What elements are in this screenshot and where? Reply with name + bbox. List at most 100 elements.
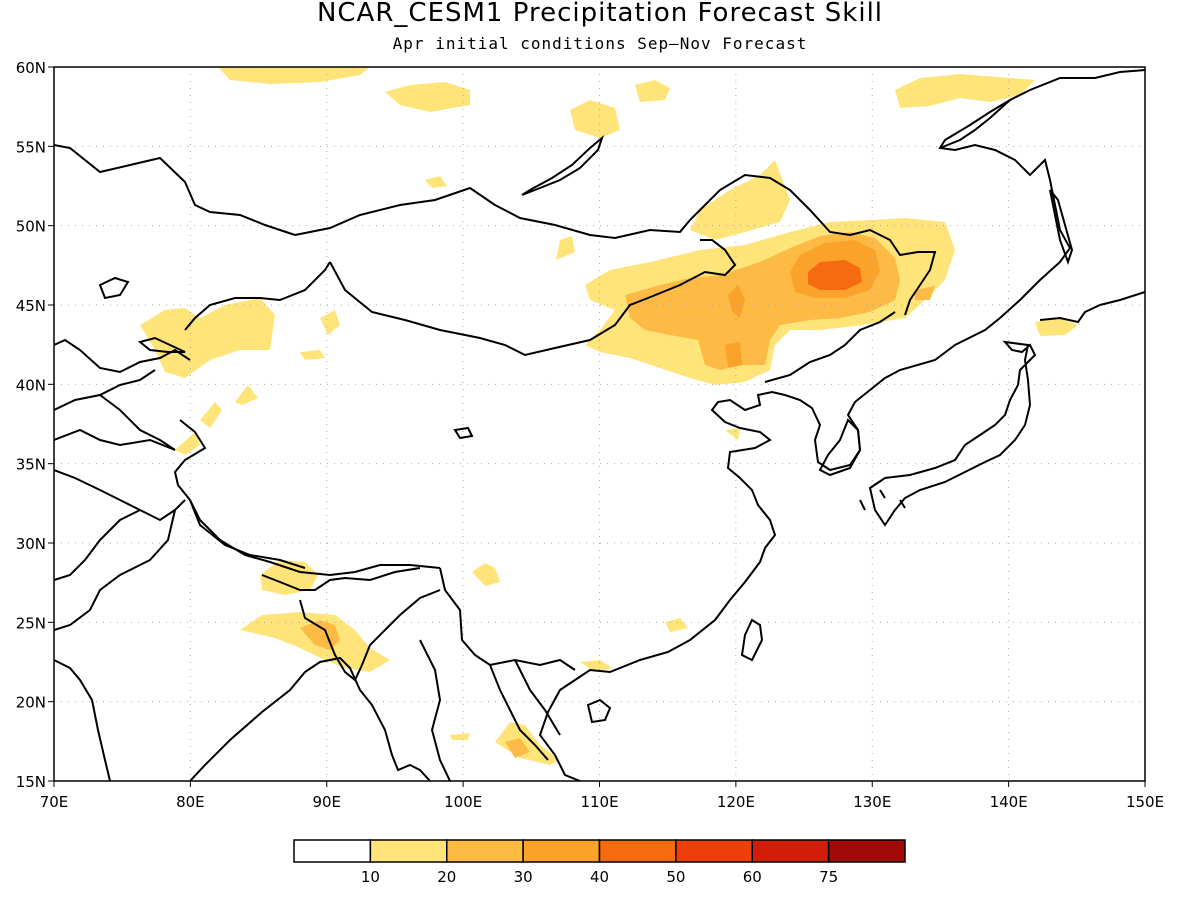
y-tick-label: 50N bbox=[16, 218, 46, 236]
border-china-mongolia bbox=[329, 239, 737, 357]
legend-label: 20 bbox=[437, 868, 456, 886]
border-turkmen bbox=[54, 428, 176, 451]
x-tick-label: 140E bbox=[990, 793, 1028, 811]
lat-lon-grid bbox=[54, 67, 1145, 781]
legend-label: 40 bbox=[590, 868, 609, 886]
border-tibet-south bbox=[189, 499, 306, 569]
skill-region-shandong bbox=[725, 428, 740, 440]
skill-region-south-china bbox=[580, 660, 612, 672]
skill-region-top-center2 bbox=[635, 80, 670, 102]
coastline-taiwan bbox=[740, 618, 764, 662]
skill-region-small-center bbox=[556, 236, 575, 260]
border-india-pakistan bbox=[54, 509, 176, 631]
skill-region-central-asia-small1 bbox=[320, 310, 340, 335]
legend-swatch bbox=[598, 839, 677, 863]
coastline-sakhalin bbox=[1049, 189, 1074, 266]
border-nepal-bhutan bbox=[261, 567, 421, 591]
x-tick-label: 90E bbox=[312, 793, 341, 811]
border-central-asia-north bbox=[54, 144, 296, 236]
coastline-okhotsk bbox=[939, 99, 1011, 149]
x-tick-label: 80E bbox=[176, 793, 205, 811]
legend-label: 50 bbox=[666, 868, 685, 886]
coastline-india-west bbox=[54, 659, 111, 781]
legend-swatch bbox=[446, 839, 524, 863]
lake-qinghai bbox=[453, 426, 474, 440]
coast-south-china-islands bbox=[859, 489, 906, 511]
border-afghanistan bbox=[99, 394, 176, 451]
color-legend: 10 20 30 40 50 60 75 bbox=[293, 839, 906, 886]
y-tick-label: 15N bbox=[16, 773, 46, 791]
x-axis: 70E 80E 90E 100E 110E 120E 130E 140E 150E bbox=[40, 781, 1164, 811]
border-russia-mongolia bbox=[294, 173, 937, 316]
legend-swatch bbox=[522, 839, 601, 863]
border-indochina bbox=[419, 639, 549, 781]
skill-region-west-small2 bbox=[235, 385, 258, 405]
legend-label: 60 bbox=[743, 868, 762, 886]
skill-region-sichuan bbox=[472, 563, 500, 586]
border-myanmar-china bbox=[439, 567, 576, 671]
skill-region-west-small1 bbox=[200, 402, 222, 428]
skill-region-top-left bbox=[218, 67, 370, 84]
skill-region-himalaya bbox=[260, 560, 318, 595]
legend-swatch bbox=[369, 839, 448, 863]
coastline-bay-of-bengal bbox=[189, 656, 431, 781]
skill-region-hokkaido bbox=[1035, 318, 1078, 336]
skill-region-siberia-east bbox=[690, 160, 790, 240]
skill-region-inner-mongolia bbox=[728, 285, 745, 318]
skill-region-central-asia bbox=[140, 298, 275, 378]
legend-swatch bbox=[675, 839, 753, 863]
y-tick-label: 60N bbox=[16, 59, 46, 77]
lake-balkhash bbox=[137, 336, 186, 353]
skill-shading bbox=[140, 67, 1078, 765]
y-tick-label: 20N bbox=[16, 694, 46, 712]
x-tick-label: 100E bbox=[444, 793, 482, 811]
coastlines-and-borders bbox=[54, 69, 1145, 781]
x-tick-label: 130E bbox=[853, 793, 891, 811]
map-subtitle: Apr initial conditions Sep–Nov Forecast bbox=[392, 34, 808, 53]
map-title: NCAR_CESM1 Precipitation Forecast Skill bbox=[316, 0, 884, 28]
border-pakistan-afghan bbox=[54, 469, 186, 522]
lake-baikal bbox=[521, 134, 605, 196]
skill-region-korea-north bbox=[915, 286, 935, 300]
legend-swatch bbox=[751, 839, 830, 863]
legend-swatch bbox=[293, 839, 372, 863]
skill-region-central-asia-small2 bbox=[300, 350, 325, 360]
y-tick-label: 30N bbox=[16, 535, 46, 553]
border-kazakhstan-china bbox=[184, 261, 331, 331]
lake-aral bbox=[98, 276, 130, 300]
legend-swatch bbox=[827, 839, 906, 863]
skill-region-siberia-north bbox=[385, 82, 470, 112]
coastline-hokkaido bbox=[1039, 291, 1145, 324]
coastline-korea bbox=[818, 418, 862, 477]
border-uzbek bbox=[54, 369, 156, 411]
skill-region-taiwan-strait bbox=[665, 618, 688, 632]
coastline-east-asia bbox=[538, 69, 1145, 781]
skill-region-heilongjiang-max bbox=[808, 260, 862, 290]
legend-label: 75 bbox=[819, 868, 838, 886]
legend-label: 10 bbox=[361, 868, 380, 886]
y-tick-label: 25N bbox=[16, 614, 46, 632]
y-tick-label: 45N bbox=[16, 297, 46, 315]
skill-region-laos bbox=[505, 738, 530, 758]
legend-label: 30 bbox=[514, 868, 533, 886]
coastline-japan bbox=[868, 340, 1037, 527]
x-tick-label: 120E bbox=[717, 793, 755, 811]
border-bangladesh-myanmar bbox=[299, 589, 441, 682]
skill-region-west-small3 bbox=[175, 432, 200, 455]
coastline-hainan bbox=[586, 698, 612, 724]
y-tick-label: 35N bbox=[16, 456, 46, 474]
y-axis: 15N 20N 25N 30N 35N 40N 45N 50N 55N 60N bbox=[16, 59, 54, 791]
skill-region-indochina-small bbox=[450, 733, 470, 740]
skill-region-top-center bbox=[570, 100, 620, 138]
border-west-china bbox=[173, 419, 441, 577]
skill-region-indochina bbox=[495, 722, 560, 765]
skill-region-top-right bbox=[895, 74, 1035, 108]
skill-region-mongolia-west bbox=[425, 176, 447, 188]
x-tick-label: 70E bbox=[40, 793, 69, 811]
y-tick-label: 40N bbox=[16, 376, 46, 394]
skill-region-inner-mongolia-south bbox=[725, 342, 742, 368]
x-tick-label: 110E bbox=[580, 793, 618, 811]
border-china-northeast bbox=[764, 311, 896, 383]
border-vietnam-laos bbox=[514, 659, 561, 736]
